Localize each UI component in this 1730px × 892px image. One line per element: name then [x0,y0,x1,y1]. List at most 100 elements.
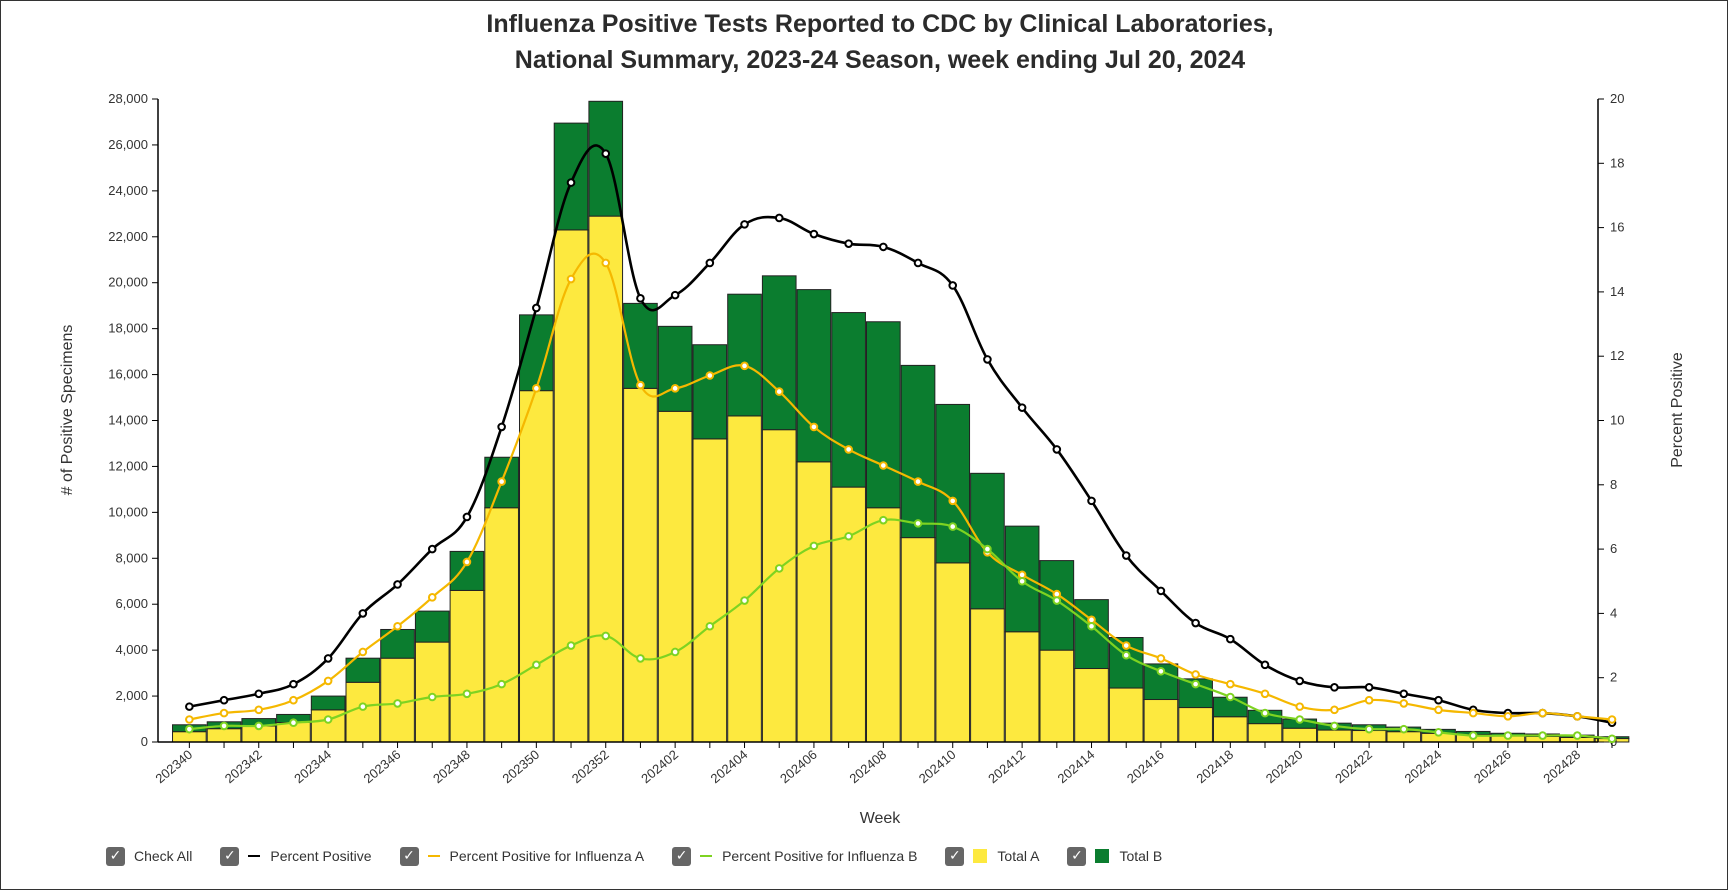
series-point [1191,670,1200,679]
bar-total-a [414,641,450,743]
series-point [705,371,715,380]
series-point [1538,731,1547,740]
series-point [1364,683,1374,692]
bar-total-a [484,507,519,743]
series-point [809,541,819,551]
legend-check-all[interactable]: ✓ Check All [106,846,192,866]
series-point [879,515,888,525]
bar-total-a [449,589,485,743]
checkbox-icon[interactable]: ✓ [106,846,125,866]
series-point [1468,708,1478,718]
bar-total-b [796,289,832,463]
series-point [1503,731,1513,740]
x-tick-label: 202424 [1402,747,1445,786]
series-point [844,531,853,541]
x-tick-label: 202406 [777,747,820,786]
y-tick-label: 22,000 [108,229,148,244]
legend-item-total-a[interactable]: ✓ Total A [945,846,1039,866]
bar-total-a [1247,723,1283,743]
series-point [462,689,472,699]
series-point [774,387,784,396]
legend-item-label: Percent Positive for Influenza A [449,848,645,864]
line-swatch-icon [700,855,713,857]
series-point [1226,692,1235,702]
series-point [566,641,576,650]
legend-item-percent-positive-a[interactable]: ✓ Percent Positive for Influenza A [399,846,645,866]
series-point [948,496,958,506]
y2-tick-label: 8 [1610,477,1617,492]
y2-tick-label: 6 [1610,541,1617,556]
series-point [1226,679,1235,689]
y2-tick-label: 4 [1610,605,1617,620]
y-tick-label: 14,000 [108,413,148,428]
series-point [497,477,506,486]
y-tick-label: 10,000 [108,504,148,519]
bar-total-b [727,293,762,417]
bar-total-b [449,550,485,591]
series-point [601,258,611,268]
bar-total-a [1004,631,1040,743]
y2-tick-label: 16 [1610,220,1624,235]
series-point [1503,711,1513,721]
series-point [1399,689,1409,699]
x-tick-label: 202342 [222,747,265,786]
y-tick-label: 24,000 [108,183,148,198]
series-point [983,544,992,554]
x-tick-label: 202410 [916,747,959,786]
legend-item-percent-positive-b[interactable]: ✓ Percent Positive for Influenza B [672,846,917,866]
x-tick-label: 202350 [499,747,542,786]
bar-total-a [1212,716,1248,743]
x-tick-label: 202346 [361,747,404,786]
series-point [1434,728,1443,737]
legend-item-total-b[interactable]: ✓ Total B [1067,846,1162,866]
series-point [1260,660,1270,670]
y-tick-label: 4,000 [115,642,148,657]
series-point [1260,708,1270,718]
series-point [1295,676,1305,686]
bar-total-a [1317,729,1352,743]
y-tick-label: 16,000 [108,367,148,382]
y-tick-label: 12,000 [108,458,148,473]
series-point [1226,634,1235,644]
checkbox-icon[interactable]: ✓ [399,846,419,866]
series-point [1573,711,1582,721]
checkbox-icon[interactable]: ✓ [220,846,240,866]
y-tick-label: 26,000 [108,137,148,152]
series-point [1087,621,1096,631]
series-point [358,702,368,711]
bar-total-a [865,507,901,743]
legend-item-label: Percent Positive [270,848,372,864]
series-point [532,660,541,670]
bar-total-a [692,438,728,743]
series-point [462,557,472,567]
y2-tick-label: 18 [1610,155,1624,170]
y2-tick-label: 2 [1610,670,1617,685]
series-point [636,654,645,663]
bar-total-a [206,728,242,743]
bar-total-a [623,387,658,743]
series-point [1260,689,1270,699]
y-tick-label: 0 [141,734,148,749]
series-point [1573,731,1582,740]
checkbox-icon[interactable]: ✓ [1067,846,1087,866]
series-point [1434,705,1443,715]
series-point [566,178,576,187]
bar-total-b [414,610,450,643]
chart-title-line-1: Influenza Positive Tests Reported to CDC… [486,10,1273,38]
series-point [1087,496,1096,506]
checkbox-icon[interactable]: ✓ [672,846,692,866]
series-point [1191,679,1200,689]
series-point [809,422,819,432]
y-tick-label: 28,000 [108,91,148,106]
y-tick-label: 8,000 [115,550,148,565]
series-point [1295,702,1305,711]
bar-total-a [727,415,762,743]
series-point [254,721,264,731]
legend-item-percent-positive[interactable]: ✓ Percent Positive [220,846,372,866]
bar-total-a [1108,687,1144,743]
x-tick-label: 202340 [152,747,195,786]
checkbox-icon[interactable]: ✓ [945,846,965,866]
legend: ✓ Check All ✓ Percent Positive ✓ Percent… [106,843,1190,869]
bar-total-a [935,562,971,743]
